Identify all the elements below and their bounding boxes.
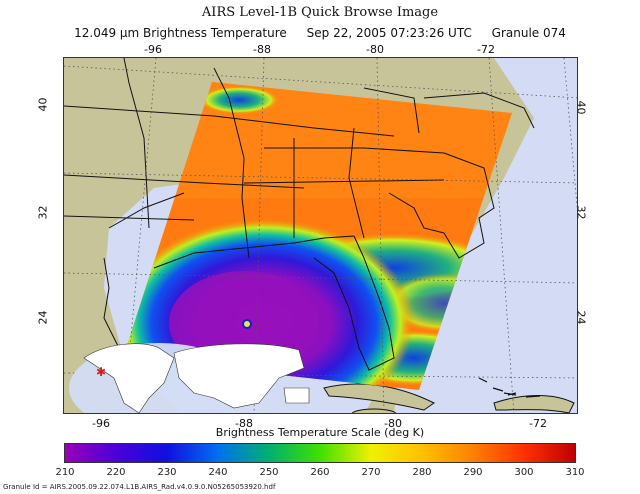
lon-tick-top: -72 (477, 43, 495, 56)
lon-tick-bottom: -72 (529, 417, 547, 430)
wavelength-label: 12.049 µm Brightness Temperature (74, 26, 287, 40)
lon-tick-top: -96 (144, 43, 162, 56)
colorbar (64, 443, 576, 463)
colorbar-tick: 280 (412, 467, 432, 478)
lat-tick-left: 40 (36, 97, 50, 112)
colorbar-tick: 230 (157, 467, 177, 478)
lon-tick-top: -80 (366, 43, 384, 56)
granule-id: Granule Id = AIRS.2005.09.22.074.L1B.AIR… (3, 483, 276, 491)
granule-label: Granule 074 (491, 26, 566, 40)
lon-tick-bottom: -80 (384, 417, 402, 430)
lon-tick-bottom: -96 (92, 417, 110, 430)
lat-tick-left: 24 (36, 310, 50, 325)
lon-tick-top: -88 (253, 43, 271, 56)
subtitle: 12.049 µm Brightness Temperature Sep 22,… (0, 26, 640, 40)
colorbar-tick: 300 (514, 467, 534, 478)
colorbar-tick: 210 (55, 467, 75, 478)
colorbar-tick: 220 (106, 467, 126, 478)
lon-tick-bottom: -88 (235, 417, 253, 430)
colorbar-tick: 270 (361, 467, 381, 478)
inset-world-map: ✱ (69, 343, 310, 413)
colorbar-tick: 260 (310, 467, 330, 478)
colorbar-tick: 310 (565, 467, 585, 478)
page-title: AIRS Level-1B Quick Browse Image (201, 5, 439, 20)
map-graphic: ✱ (64, 58, 577, 413)
lat-tick-left: 32 (36, 205, 50, 220)
colorbar-tick: 240 (208, 467, 228, 478)
colorbar-tick: 250 (259, 467, 279, 478)
colorbar-title: Brightness Temperature Scale (deg K) (215, 426, 425, 439)
svg-text:✱: ✱ (96, 365, 106, 379)
colorbar-tick: 290 (463, 467, 483, 478)
satellite-map[interactable]: ✱ (63, 57, 578, 414)
datetime-label: Sep 22, 2005 07:23:26 UTC (306, 26, 472, 40)
